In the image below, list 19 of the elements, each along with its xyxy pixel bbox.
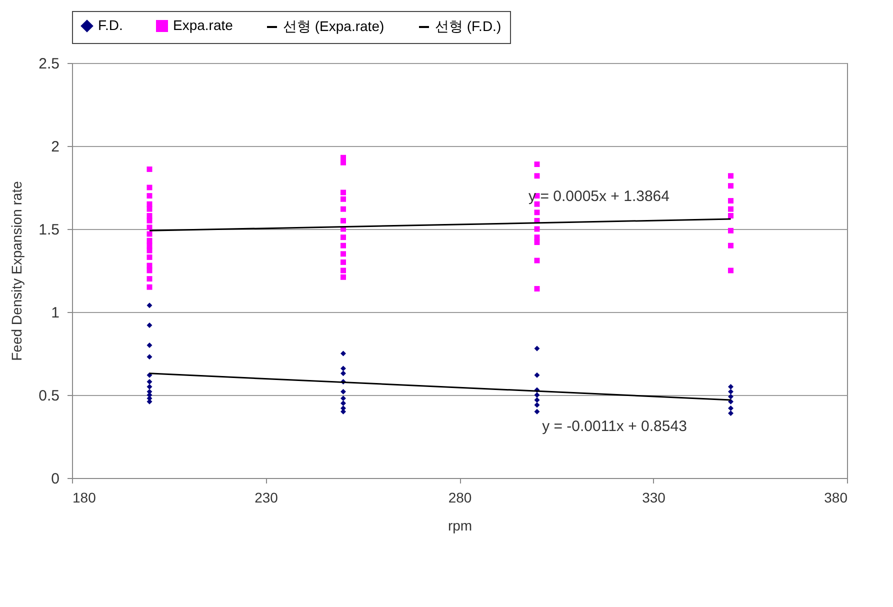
legend-label: F.D. — [98, 17, 123, 33]
x-tick-label: 330 — [642, 490, 666, 506]
x-tick-label: 280 — [448, 490, 472, 506]
y-tick-label: 2.5 — [38, 56, 60, 72]
y-tick-label: 1.5 — [38, 222, 60, 238]
legend-label: 선형 (F.D.) — [435, 18, 502, 34]
y-tick-label: 0.5 — [38, 388, 60, 404]
y-tick-label: 2 — [51, 138, 60, 156]
x-axis-title: rpm — [448, 518, 472, 534]
y-tick-label: 1 — [51, 304, 60, 322]
x-tick-label: 230 — [254, 490, 278, 506]
annotation: y = -0.0011x + 0.8543 — [542, 418, 687, 436]
x-tick-label: 380 — [824, 490, 848, 506]
annotation: y = 0.0005x + 1.3864 — [528, 188, 670, 205]
legend-label: 선형 (Expa.rate) — [283, 18, 384, 34]
legend-label: Expa.rate — [173, 17, 234, 33]
y-tick-label: 0 — [51, 470, 60, 488]
x-tick-label: 180 — [72, 490, 96, 506]
y-axis-title: Feed Density Expansion rate — [8, 180, 25, 361]
